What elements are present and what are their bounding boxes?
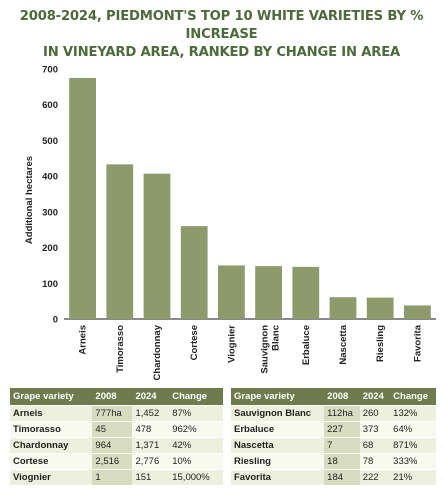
table-cell: 227 — [324, 421, 360, 438]
table-cell: Arneis — [10, 405, 93, 422]
table-cell: 777ha — [92, 405, 133, 422]
table-cell: 87% — [169, 405, 223, 422]
chart-title-line-2: IN VINEYARD AREA, RANKED BY CHANGE IN AR… — [42, 45, 401, 60]
table-cell: 21% — [390, 469, 436, 485]
bar-6 — [292, 266, 320, 319]
x-tick-label: Arneis — [78, 325, 89, 355]
table-cell: 45 — [92, 421, 133, 438]
table-cell: 478 — [132, 421, 170, 438]
table-cell: Erbaluce — [231, 421, 325, 438]
table-cell: 68 — [359, 437, 391, 454]
table-cell: 1 — [92, 469, 133, 485]
x-tick-label: Chardonnay — [152, 324, 163, 380]
x-tick-label: SauvignonBlanc — [260, 325, 282, 374]
table-cell: Riesling — [231, 453, 325, 470]
table-header-row: Grape variety 2008 2024 Change — [231, 388, 436, 406]
x-tick-label: Riesling — [375, 325, 386, 362]
table-row: Sauvignon Blanc 112ha 260 132% — [231, 405, 436, 422]
table-row: Erbaluce 227 373 64% — [231, 421, 436, 438]
table-cell: 184 — [324, 469, 360, 485]
table-header-cell: Change — [169, 388, 223, 406]
table-cell: 10% — [169, 453, 223, 470]
bar-7 — [329, 297, 357, 319]
chart-title: 2008-2024, PIEDMONT'S TOP 10 WHITE VARIE… — [0, 8, 443, 62]
table-cell: Viognier — [10, 469, 93, 485]
table-cell: 15,000% — [169, 469, 223, 485]
table-row: Viognier 1 151 15,000% — [10, 469, 223, 485]
table-cell: 962% — [169, 421, 223, 438]
data-table-left: Grape variety 2008 2024 Change Arneis 777ha 1… — [10, 388, 223, 485]
table-header-cell: 2008 — [324, 388, 360, 406]
bar-0 — [69, 77, 96, 319]
table-cell: Sauvignon Blanc — [231, 405, 325, 422]
table-cell: Timorasso — [10, 421, 93, 438]
y-tick-label: 0 — [53, 315, 58, 326]
table-header-cell: Grape variety — [231, 388, 325, 406]
y-tick-label: 200 — [42, 243, 58, 254]
table-header-cell: Change — [390, 388, 436, 406]
bar-1 — [106, 164, 134, 319]
table-cell: 132% — [390, 405, 436, 422]
table-header-cell: 2024 — [359, 388, 391, 406]
y-tick-label: 600 — [42, 100, 58, 111]
table-cell: 42% — [169, 437, 223, 454]
y-tick-label: 400 — [42, 172, 58, 183]
table-cell: 260 — [359, 405, 391, 422]
x-tick-label: Viognier — [226, 325, 237, 363]
table-row: Chardonnay 964 1,371 42% — [10, 437, 223, 454]
table-cell: 18 — [324, 453, 360, 470]
table-cell: 7 — [324, 437, 360, 454]
x-tick-label: Erbaluce — [301, 325, 312, 365]
table-row: Arneis 777ha 1,452 87% — [10, 405, 223, 422]
data-table-right: Grape variety 2008 2024 Change Sauvignon Bl… — [231, 388, 436, 485]
table-row: Favorita 184 222 21% — [231, 469, 436, 485]
table-cell: 1,371 — [132, 437, 170, 454]
x-tick-label: Favorita — [412, 324, 423, 362]
x-tick-label: Cortese — [189, 325, 200, 360]
table-cell: 112ha — [324, 405, 360, 422]
table-cell: 2,776 — [132, 453, 170, 470]
table-header-row: Grape variety 2008 2024 Change — [10, 388, 223, 406]
bar-4 — [218, 265, 245, 319]
table-cell: 333% — [390, 453, 436, 470]
table-cell: 151 — [132, 469, 170, 485]
table-cell: 871% — [390, 437, 436, 454]
table-cell: Nascetta — [231, 437, 325, 454]
table-header-cell: 2024 — [132, 388, 170, 406]
x-tick-label: Timorasso — [115, 325, 126, 373]
table-cell: 78 — [359, 453, 391, 470]
table-cell: 222 — [359, 469, 391, 485]
chart-title-line-1: 2008-2024, PIEDMONT'S TOP 10 WHITE VARIE… — [19, 9, 424, 42]
bar-2 — [143, 173, 171, 319]
y-tick-label: 700 — [42, 65, 58, 76]
table-row: Timorasso 45 478 962% — [10, 421, 223, 438]
table-row: Nascetta 7 68 871% — [231, 437, 436, 454]
table-header-cell: Grape variety — [10, 388, 93, 406]
table-cell: Favorita — [231, 469, 325, 485]
bar-chart: Additional hectares 0 100 200 300 400 500 600 70… — [24, 65, 436, 380]
table-cell: Chardonnay — [10, 437, 93, 454]
bar-9 — [404, 305, 431, 319]
y-tick-label: 300 — [42, 207, 58, 218]
table-row: Cortese 2,516 2,776 10% — [10, 453, 223, 470]
table-cell: 1,452 — [132, 405, 170, 422]
table-cell: 373 — [359, 421, 391, 438]
y-axis-label: Additional hectares — [24, 156, 35, 244]
table-cell: 64% — [390, 421, 436, 438]
y-tick-label: 500 — [42, 136, 58, 147]
table-cell: 964 — [92, 437, 133, 454]
bar-3 — [180, 226, 208, 319]
table-row: Riesling 18 78 333% — [231, 453, 436, 470]
bar-5 — [255, 266, 282, 319]
table-cell: 2,516 — [92, 453, 133, 470]
bar-8 — [366, 297, 394, 319]
y-tick-label: 100 — [42, 279, 58, 290]
x-tick-label: Nascetta — [338, 324, 349, 364]
table-cell: Cortese — [10, 453, 93, 470]
table-header-cell: 2008 — [92, 388, 133, 406]
